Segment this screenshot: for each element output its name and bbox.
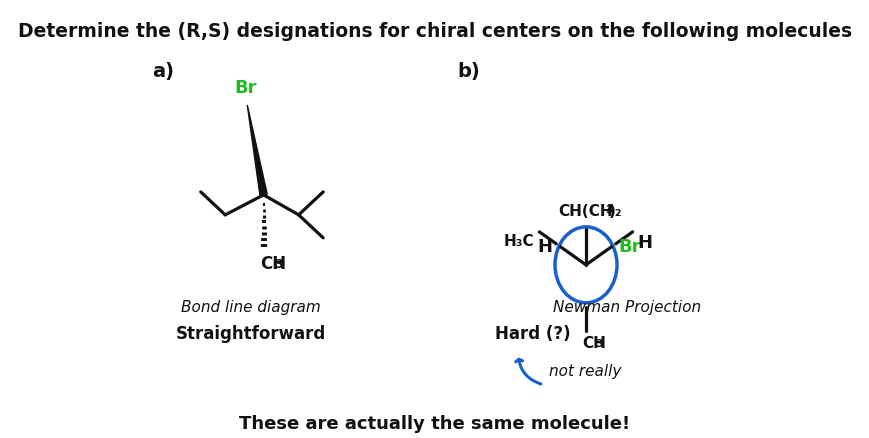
Text: Hard (?): Hard (?): [494, 325, 569, 343]
Text: CH: CH: [260, 255, 286, 273]
Text: a): a): [151, 62, 174, 81]
Text: 3: 3: [274, 258, 282, 271]
Text: H₃C: H₃C: [503, 234, 534, 249]
Text: CH(CH: CH(CH: [558, 204, 613, 219]
Text: Straightforward: Straightforward: [176, 325, 326, 343]
Text: Newman Projection: Newman Projection: [553, 300, 700, 315]
Text: H: H: [637, 234, 652, 252]
Text: 3: 3: [605, 205, 613, 215]
Text: Bond line diagram: Bond line diagram: [182, 300, 321, 315]
Text: Determine the (R,S) designations for chiral centers on the following molecules: Determine the (R,S) designations for chi…: [18, 22, 851, 41]
Text: b): b): [456, 62, 479, 81]
Text: 3: 3: [595, 339, 603, 349]
Text: not really: not really: [548, 364, 621, 379]
Text: H: H: [537, 238, 552, 256]
Text: )₂: )₂: [608, 204, 621, 219]
Text: Br: Br: [234, 79, 256, 97]
Text: These are actually the same molecule!: These are actually the same molecule!: [239, 415, 630, 433]
Polygon shape: [247, 105, 267, 196]
Text: CH: CH: [582, 336, 606, 351]
Text: Br: Br: [617, 238, 640, 256]
